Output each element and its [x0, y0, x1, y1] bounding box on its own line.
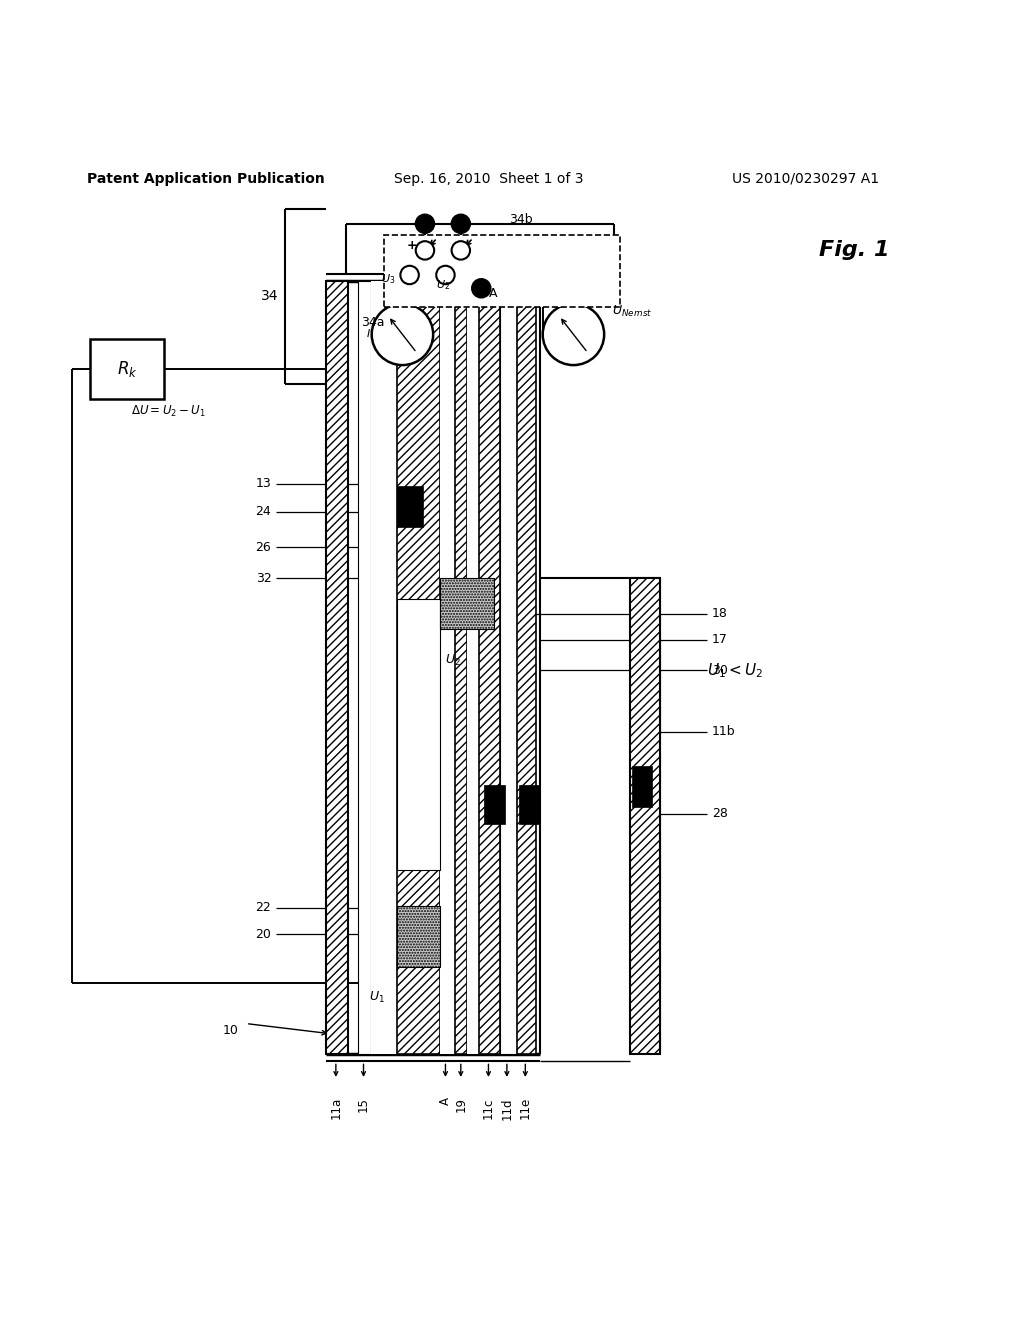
Bar — [371, 281, 397, 1055]
Text: US 2010/0230297 A1: US 2010/0230297 A1 — [732, 172, 880, 186]
Circle shape — [416, 215, 434, 234]
Text: 11d: 11d — [501, 1097, 513, 1119]
Text: Fig. 1: Fig. 1 — [819, 240, 890, 260]
Text: 26: 26 — [256, 541, 271, 554]
Text: A: A — [489, 286, 498, 300]
Text: $R_k$: $R_k$ — [117, 359, 137, 379]
Bar — [397, 486, 423, 527]
Text: $U_2$: $U_2$ — [445, 652, 461, 668]
Text: 34: 34 — [260, 289, 279, 304]
Circle shape — [416, 242, 434, 260]
Circle shape — [472, 279, 490, 297]
Text: $U_1 < U_2$: $U_1 < U_2$ — [707, 661, 763, 680]
Circle shape — [436, 265, 455, 284]
Bar — [455, 281, 467, 1055]
Text: 10: 10 — [222, 1024, 239, 1038]
Text: 19: 19 — [455, 1097, 467, 1113]
Text: $U_{Nernst}$: $U_{Nernst}$ — [612, 305, 653, 319]
Text: $U_1$: $U_1$ — [369, 990, 385, 1006]
Text: $U_3$: $U_3$ — [381, 272, 395, 286]
Text: 11b: 11b — [712, 725, 735, 738]
Bar — [440, 578, 494, 630]
Text: 20: 20 — [255, 928, 271, 941]
Text: 24: 24 — [256, 506, 271, 517]
Text: 28: 28 — [712, 807, 728, 820]
Text: 34b: 34b — [509, 213, 532, 226]
Bar — [358, 281, 371, 1055]
Bar — [632, 767, 652, 808]
Bar — [517, 281, 536, 1055]
Text: 13: 13 — [256, 478, 271, 490]
Circle shape — [452, 242, 470, 260]
Circle shape — [452, 215, 470, 234]
Bar — [519, 785, 540, 824]
Circle shape — [400, 265, 419, 284]
Bar — [500, 281, 517, 1055]
Text: 18: 18 — [712, 607, 728, 620]
Text: I: I — [367, 330, 371, 339]
Text: 15: 15 — [357, 1097, 370, 1113]
Text: 30: 30 — [712, 664, 728, 677]
Text: 17: 17 — [712, 634, 728, 645]
Bar — [484, 785, 505, 824]
Bar — [467, 281, 479, 1055]
Text: Patent Application Publication: Patent Application Publication — [87, 172, 325, 186]
Bar — [440, 281, 455, 1055]
Text: 32: 32 — [256, 572, 271, 585]
Text: Sep. 16, 2010  Sheet 1 of 3: Sep. 16, 2010 Sheet 1 of 3 — [394, 172, 584, 186]
Bar — [397, 598, 440, 870]
Text: 11a: 11a — [330, 1097, 342, 1119]
Text: $U_2$: $U_2$ — [436, 279, 451, 292]
Text: +: + — [407, 239, 417, 252]
Bar — [384, 235, 620, 306]
Text: 11c: 11c — [482, 1097, 495, 1118]
Text: 11e: 11e — [519, 1097, 531, 1119]
Text: A: A — [439, 1097, 452, 1105]
Bar — [397, 906, 440, 968]
Bar — [397, 281, 440, 1055]
Bar — [479, 281, 500, 1055]
Bar — [326, 281, 348, 1055]
Bar — [630, 578, 660, 1055]
Circle shape — [543, 304, 604, 366]
Text: $\Delta U = U_2 - U_1$: $\Delta U = U_2 - U_1$ — [130, 404, 206, 418]
Text: 22: 22 — [256, 902, 271, 915]
Circle shape — [372, 304, 433, 366]
Bar — [90, 339, 164, 399]
Text: 34a: 34a — [361, 315, 385, 329]
